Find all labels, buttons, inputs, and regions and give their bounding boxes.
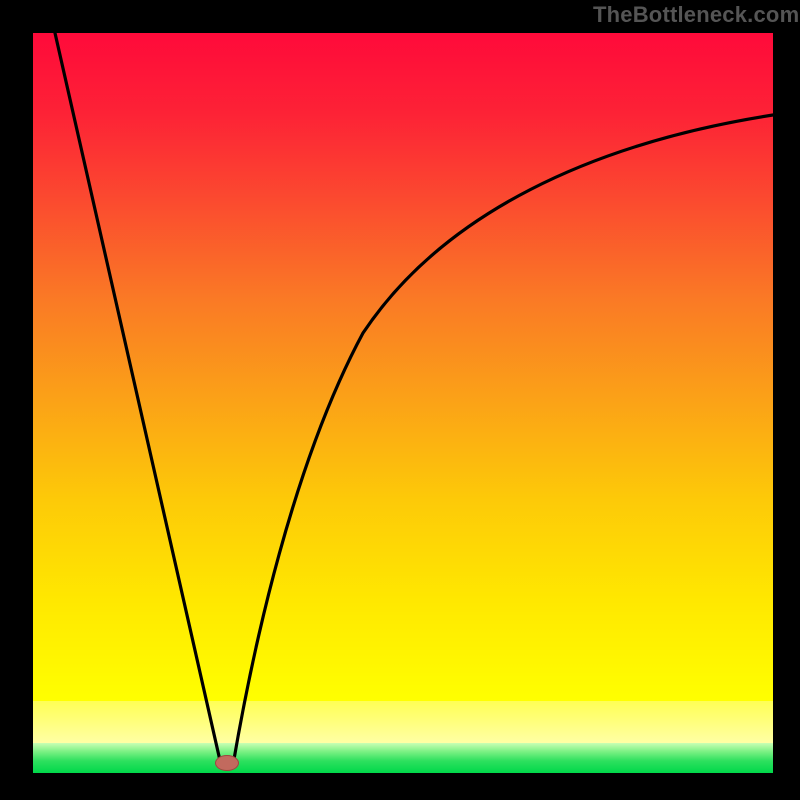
plot-area [33,33,773,773]
watermark-text: TheBottleneck.com [593,2,799,28]
chart-frame: TheBottleneck.com [0,0,800,800]
bottleneck-curve [33,33,773,773]
minimum-marker [215,755,239,771]
